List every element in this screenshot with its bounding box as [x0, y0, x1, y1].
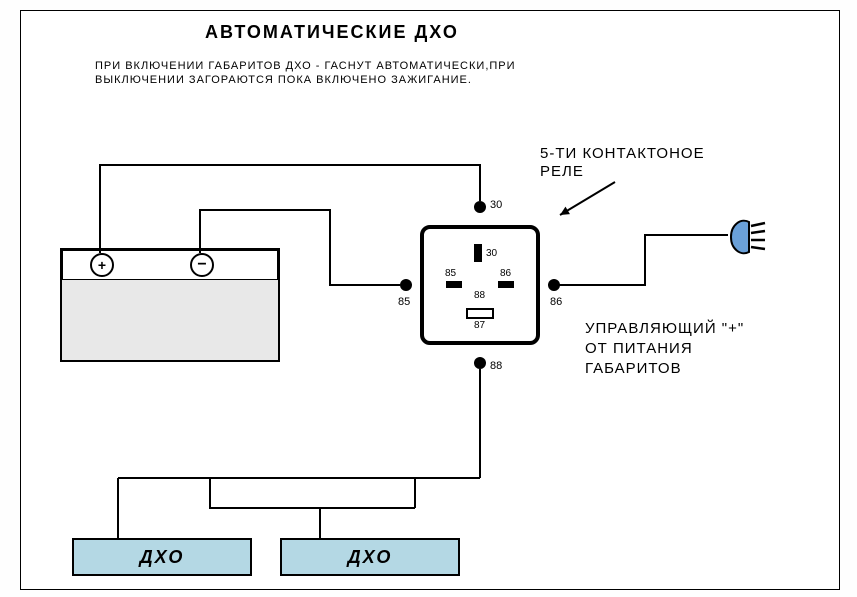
control-label-line3: ГАБАРИТОВ: [585, 360, 682, 377]
dho-box-left: ДХО: [72, 538, 252, 576]
minus-symbol: −: [197, 256, 206, 274]
dho-left-text: ДХО: [140, 547, 185, 568]
relay-label-line1: 5-ТИ КОНТАКТОНОЕ: [540, 145, 705, 162]
relay-pin-86-label: 86: [500, 268, 511, 279]
relay-pin-87: [466, 308, 494, 319]
plus-symbol: +: [98, 257, 106, 273]
dho-box-right: ДХО: [280, 538, 460, 576]
relay-dot-86-label: 86: [550, 296, 562, 308]
relay-dot-85-label: 85: [398, 296, 410, 308]
control-label-line2: ОТ ПИТАНИЯ: [585, 340, 693, 357]
dho-right-text: ДХО: [348, 547, 393, 568]
relay-pin-30-label: 30: [486, 248, 497, 259]
relay-pin-86: [498, 281, 514, 288]
diagram-title: АВТОМАТИЧЕСКИЕ ДХО: [205, 22, 459, 43]
headlamp-icon: [725, 218, 769, 256]
relay-dot-88-label: 88: [490, 360, 502, 372]
control-label-line1: УПРАВЛЯЮЩИЙ "+": [585, 320, 744, 337]
relay-pin-30: [474, 244, 482, 262]
battery-plus-terminal: +: [90, 253, 114, 277]
relay-dot-86: [548, 279, 560, 291]
battery-minus-terminal: −: [190, 253, 214, 277]
relay-dot-30-label: 30: [490, 199, 502, 211]
relay-dot-85: [400, 279, 412, 291]
relay-dot-88: [474, 357, 486, 369]
relay-label-line2: РЕЛЕ: [540, 163, 584, 180]
relay-pin-88-label: 88: [474, 290, 485, 301]
relay-pin-85: [446, 281, 462, 288]
relay-dot-30: [474, 201, 486, 213]
relay-pin-87-label: 87: [474, 320, 485, 331]
diagram-subtitle-line2: ВЫКЛЮЧЕНИИ ЗАГОРАЮТСЯ ПОКА ВКЛЮЧЕНО ЗАЖИ…: [95, 74, 472, 86]
diagram-subtitle-line1: ПРИ ВКЛЮЧЕНИИ ГАБАРИТОВ ДХО - ГАСНУТ АВТ…: [95, 60, 516, 72]
relay-pin-85-label: 85: [445, 268, 456, 279]
